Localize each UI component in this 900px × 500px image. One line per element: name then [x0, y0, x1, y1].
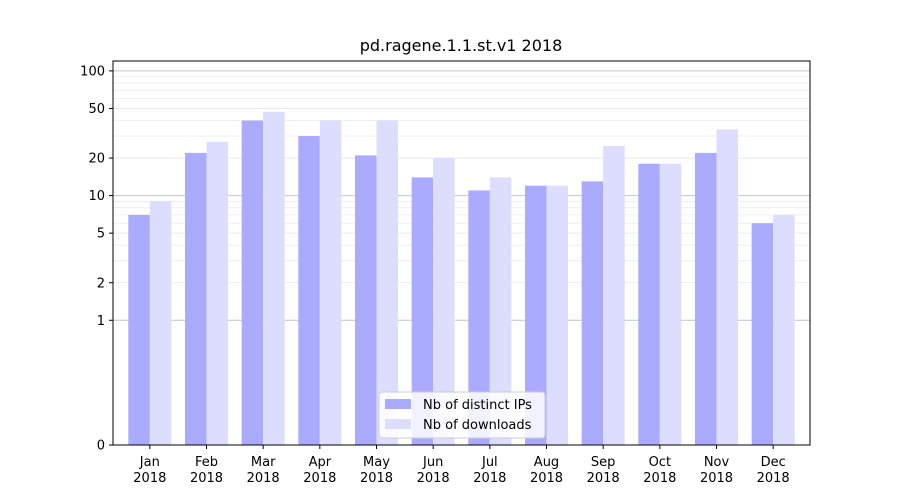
- bar-distinct-ips: [241, 120, 264, 445]
- bar-distinct-ips: [751, 223, 774, 445]
- x-tick-label: Mar 2018: [247, 455, 280, 486]
- bar-distinct-ips: [298, 136, 320, 446]
- legend-label: Nb of downloads: [423, 418, 532, 433]
- bar-distinct-ips: [581, 181, 604, 445]
- bars: [128, 111, 795, 446]
- bar-downloads: [716, 129, 738, 446]
- bar-downloads: [433, 158, 455, 445]
- legend-swatch: [385, 399, 411, 409]
- x-tick-label: Jun 2018: [417, 455, 450, 486]
- bar-distinct-ips: [638, 163, 660, 445]
- bar-distinct-ips: [185, 152, 207, 445]
- bar-downloads: [376, 120, 398, 445]
- x-axis-ticks: Jan 2018 Feb 2018 Mar 2018 Apr 2018 May 2018 Jun 20…: [133, 445, 790, 486]
- bar-downloads: [773, 214, 795, 445]
- chart-title: pd.ragene.1.1.st.v1 2018: [360, 36, 563, 55]
- x-tick-label: Aug 2018: [530, 455, 563, 486]
- x-tick-label: Apr 2018: [303, 455, 336, 486]
- y-tick-label: 0: [97, 439, 105, 454]
- x-tick-label: Jul 2018: [473, 455, 506, 486]
- bar-distinct-ips: [411, 177, 434, 445]
- bar-distinct-ips: [695, 152, 717, 445]
- y-tick-label: 1: [97, 314, 105, 329]
- plot-frame: [112, 60, 811, 446]
- bar-downloads: [319, 120, 342, 445]
- legend-box: [378, 391, 546, 439]
- legend-label: Nb of distinct IPs: [423, 398, 532, 413]
- y-tick-label: 50: [88, 102, 105, 117]
- x-tick-label: Sep 2018: [587, 455, 620, 486]
- bar-downloads: [149, 201, 172, 445]
- y-axis-ticks: 0 1 2 5 10 20 50 100: [80, 64, 113, 454]
- bar-downloads: [603, 145, 625, 446]
- x-tick-label: Jan 2018: [133, 455, 166, 486]
- legend-swatch: [385, 419, 411, 429]
- bar-downloads: [263, 111, 285, 445]
- y-tick-label: 2: [97, 276, 105, 291]
- bar-downloads: [546, 185, 568, 445]
- bar-downloads: [659, 163, 682, 445]
- grid-lines: [113, 70, 810, 321]
- bar-downloads: [206, 141, 228, 445]
- legend: Nb of distinct IPs Nb of downloads: [378, 391, 546, 439]
- x-tick-label: Feb 2018: [190, 455, 223, 486]
- y-tick-label: 5: [97, 227, 105, 242]
- bar-distinct-ips: [468, 190, 490, 445]
- bar-downloads: [489, 177, 512, 445]
- bar-distinct-ips: [355, 155, 377, 445]
- y-tick-label: 100: [80, 64, 105, 79]
- x-tick-label: Dec 2018: [757, 455, 790, 486]
- bar-distinct-ips: [128, 214, 150, 445]
- x-tick-label: Oct 2018: [643, 455, 676, 486]
- y-tick-label: 10: [88, 189, 105, 204]
- bar-distinct-ips: [525, 185, 547, 445]
- x-tick-label: Nov 2018: [700, 455, 733, 486]
- x-tick-label: May 2018: [360, 455, 393, 486]
- y-tick-label: 20: [88, 152, 105, 167]
